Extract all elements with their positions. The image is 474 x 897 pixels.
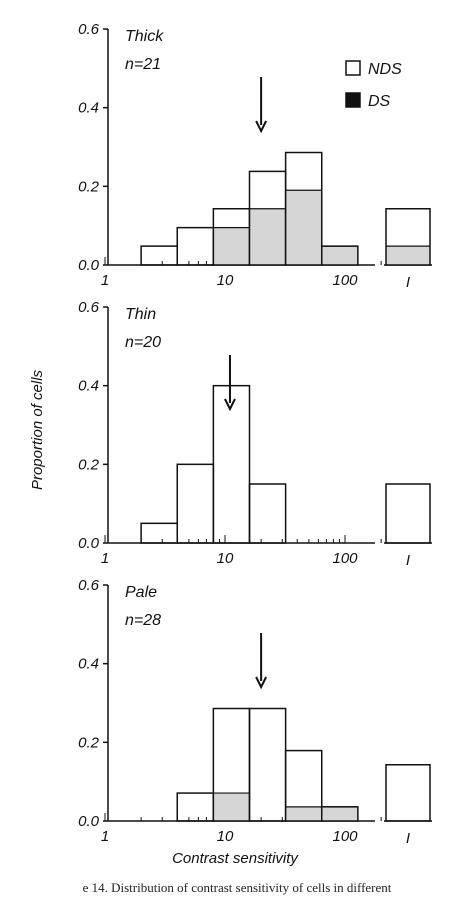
x-tick-label: 100 bbox=[332, 272, 358, 289]
insensitive-bar bbox=[385, 208, 431, 266]
histogram-panels: 0.00.20.40.61 10 100 IThickn=210.00.20.40.6… bbox=[78, 21, 432, 847]
arrow-head bbox=[224, 398, 236, 412]
y-tick-label: 0.2 bbox=[78, 456, 100, 473]
bar bbox=[176, 226, 215, 266]
bar bbox=[284, 749, 323, 822]
panel-thick: 0.0 0.2 0.4 0.6 1 10 100 I Thick n=21 bbox=[78, 21, 432, 291]
legend-swatch-nds bbox=[345, 60, 361, 76]
x-tick-label: 10 bbox=[217, 828, 234, 845]
y-tick-label: 0.4 bbox=[78, 378, 99, 395]
legend-label-nds: NDS bbox=[368, 61, 402, 78]
panel-thin: 0.0 0.2 0.4 0.6 1 10 100 I Thin n=20 bbox=[78, 299, 432, 569]
insensitive-label: I bbox=[406, 552, 410, 569]
panel-title: Thin bbox=[125, 306, 156, 323]
x-tick-label: 10 bbox=[217, 272, 234, 289]
y-tick-label: 0.2 bbox=[78, 178, 100, 195]
y-tick-label: 0.6 bbox=[78, 21, 100, 38]
legend-label-ds: DS bbox=[368, 93, 391, 110]
median-arrow bbox=[255, 77, 268, 134]
bar bbox=[140, 522, 178, 544]
ds-bar bbox=[321, 806, 358, 821]
insensitive-bar bbox=[385, 483, 431, 544]
x-tick-label: 1 bbox=[101, 828, 109, 845]
insensitive-ds-bar bbox=[386, 246, 430, 265]
bar bbox=[176, 463, 215, 544]
bar bbox=[284, 151, 323, 266]
median-arrow bbox=[255, 633, 268, 690]
insensitive-bar bbox=[385, 764, 431, 822]
y-tick-label: 0.0 bbox=[78, 257, 100, 274]
median-arrow bbox=[224, 355, 236, 412]
legend: NDS DS bbox=[345, 60, 402, 110]
insensitive-label: I bbox=[406, 830, 410, 847]
figure-caption: e 14. Distribution of contrast sensitivi… bbox=[82, 880, 392, 895]
arrow-head bbox=[255, 120, 268, 134]
y-tick-label: 0.6 bbox=[78, 299, 100, 316]
x-tick-label: 10 bbox=[217, 550, 234, 567]
bar bbox=[176, 792, 215, 822]
y-tick-label: 0.2 bbox=[78, 734, 100, 751]
y-tick-label: 0.0 bbox=[78, 535, 100, 552]
ds-bar bbox=[321, 246, 358, 265]
y-tick-label: 0.6 bbox=[78, 577, 100, 594]
x-tick-label: 100 bbox=[332, 828, 358, 845]
y-tick-label: 0.4 bbox=[78, 656, 99, 673]
legend-swatch-ds bbox=[345, 92, 361, 108]
x-axis-label: Contrast sensitivity bbox=[172, 850, 299, 867]
ds-bar bbox=[213, 793, 250, 821]
x-tick-label: 100 bbox=[332, 550, 358, 567]
ds-bar bbox=[249, 208, 286, 265]
y-tick-label: 0.0 bbox=[78, 813, 100, 830]
ds-bar bbox=[285, 190, 322, 265]
bar bbox=[248, 707, 287, 822]
ds-bar bbox=[285, 806, 322, 821]
panel-subtitle: n=21 bbox=[125, 56, 161, 73]
panel-title: Pale bbox=[125, 584, 157, 601]
arrow-head bbox=[255, 676, 268, 690]
insensitive-label: I bbox=[406, 274, 410, 291]
x-tick-label: 1 bbox=[101, 272, 109, 289]
panel-subtitle: n=28 bbox=[125, 612, 161, 629]
panel-pale: 0.0 0.2 0.4 0.6 1 10 100 I Pale n=28 bbox=[78, 577, 432, 847]
x-tick-label: 1 bbox=[101, 550, 109, 567]
bar bbox=[248, 483, 287, 544]
y-tick-label: 0.4 bbox=[78, 100, 99, 117]
bar bbox=[212, 384, 251, 544]
panel-title: Thick bbox=[125, 28, 164, 45]
panel-subtitle: n=20 bbox=[125, 334, 161, 351]
y-axis-label: Proportion of cells bbox=[29, 369, 46, 490]
bar bbox=[140, 245, 178, 266]
ds-bar bbox=[213, 227, 250, 265]
